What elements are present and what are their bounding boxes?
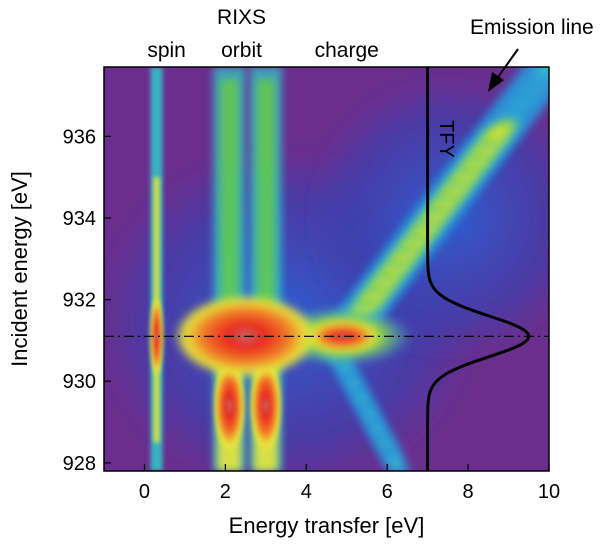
spin-resonance-spot <box>149 296 164 377</box>
y-tick-label: 930 <box>63 371 96 393</box>
emission-line-label: Emission line <box>470 16 594 39</box>
x-axis-title: Energy transfer [eV] <box>229 513 425 538</box>
rixs-group-title: RIXS <box>217 6 266 29</box>
x-tick-label: 4 <box>301 481 312 503</box>
orbit-stripe-upper <box>220 79 239 341</box>
y-tick-label: 932 <box>63 290 96 312</box>
y-axis: 928 930 932 934 936 <box>63 126 111 475</box>
y-axis-title: Incident energy [eV] <box>7 171 32 367</box>
y-tick-label: 936 <box>63 126 96 148</box>
arrow-shaft <box>495 48 519 81</box>
x-tick-label: 2 <box>220 481 231 503</box>
region-label-charge: charge <box>315 39 379 62</box>
emission-line-arrow <box>488 48 519 92</box>
plot-frame <box>103 66 550 472</box>
heatmap: TFY <box>104 67 549 471</box>
tfy-label: TFY <box>435 120 457 158</box>
region-label-orbit: orbit <box>221 39 262 62</box>
x-tick-label: 10 <box>538 481 560 503</box>
region-label-spin: spin <box>147 39 186 62</box>
orbit-stripe-upper <box>256 79 275 341</box>
x-tick-label: 6 <box>382 481 393 503</box>
orbit-lower-spot <box>213 359 246 452</box>
y-tick-label: 934 <box>63 208 96 230</box>
y-tick-label: 928 <box>63 453 96 475</box>
x-tick-label: 0 <box>139 481 150 503</box>
emission-band-glow <box>513 67 549 96</box>
orbit-lower-spot <box>249 359 282 452</box>
x-axis: 0 2 4 6 8 10 <box>139 464 560 503</box>
emission-band-core <box>473 114 524 153</box>
x-tick-label: 8 <box>463 481 474 503</box>
tfy-curve <box>426 67 531 471</box>
charge-resonance-spot <box>306 320 379 353</box>
plot-area: TFY <box>103 66 550 472</box>
charge-lower-branch <box>378 440 413 471</box>
arrow-head <box>488 72 504 92</box>
region-labels: spin orbit charge <box>147 39 379 62</box>
